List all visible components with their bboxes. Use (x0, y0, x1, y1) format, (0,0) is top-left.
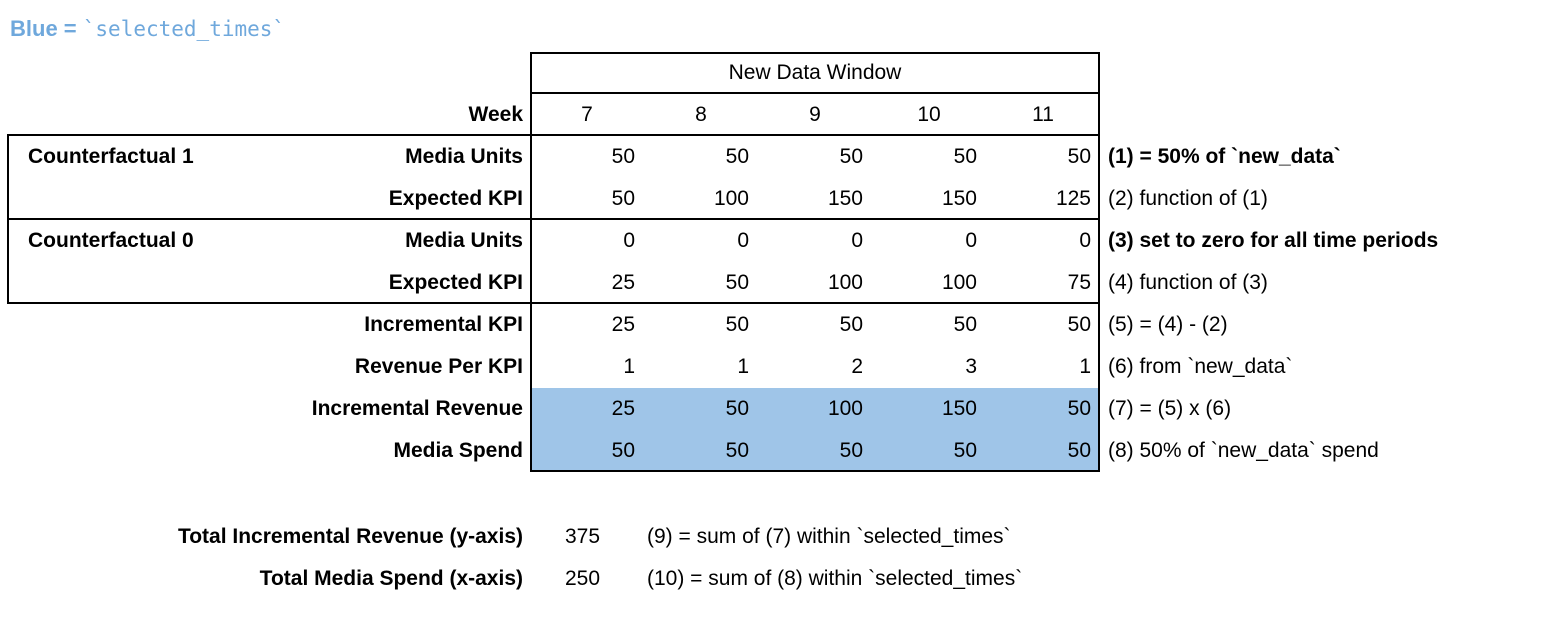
week-8: 8 (695, 103, 707, 126)
legend-selected-times-code: `selected_times` (82, 17, 286, 41)
row-label: Expected KPI (388, 187, 523, 210)
cell: 50 (953, 313, 977, 336)
total-label: Total Media Spend (x-axis) (259, 567, 523, 590)
cell: 100 (827, 271, 863, 294)
row-label: Media Units (405, 145, 523, 168)
cell: 125 (1055, 187, 1091, 210)
cell-highlighted: 25 (611, 397, 635, 420)
cell: 0 (851, 229, 863, 252)
divider-under-week-row (7, 134, 1100, 136)
cell-highlighted: 50 (1067, 397, 1091, 420)
total-annotation-10: (10) = sum of (8) within `selected_times… (647, 567, 1023, 590)
cell: 50 (611, 187, 635, 210)
row-annotation-1: (1) = 50% of `new_data` (1108, 145, 1341, 168)
divider-below-counterfactual-0 (7, 302, 1100, 304)
week-9: 9 (809, 103, 821, 126)
total-label: Total Incremental Revenue (y-axis) (177, 525, 523, 548)
cell: 0 (737, 229, 749, 252)
cell: 3 (965, 355, 977, 378)
cell: 50 (953, 145, 977, 168)
cell: 25 (611, 313, 635, 336)
cell: 50 (1067, 313, 1091, 336)
row-annotation-2: (2) function of (1) (1108, 187, 1268, 210)
table-row-cf0-media-units: Counterfactual 0 Media Units 0 0 0 0 0 (… (0, 220, 1544, 262)
cell-highlighted: 50 (1067, 439, 1091, 462)
new-data-window-header: New Data Window (728, 61, 902, 84)
row-label: Incremental KPI (364, 313, 523, 336)
legend-blue-label: Blue = (10, 16, 77, 41)
table-row-media-spend: Media Spend 50 50 50 50 50 (8) 50% of `n… (0, 430, 1544, 472)
cell: 50 (839, 313, 863, 336)
cell: 75 (1067, 271, 1091, 294)
cell: 50 (611, 145, 635, 168)
row-annotation-6: (6) from `new_data` (1108, 355, 1293, 378)
week-row: Week 7 8 9 10 11 (0, 94, 1544, 136)
cell: 1 (623, 355, 635, 378)
cell: 150 (827, 187, 863, 210)
row-annotation-3: (3) set to zero for all time periods (1108, 229, 1439, 252)
row-label: Media Spend (393, 439, 523, 462)
cell-highlighted: 150 (941, 397, 977, 420)
total-annotation-9: (9) = sum of (7) within `selected_times` (647, 525, 1011, 548)
cell-highlighted: 50 (839, 439, 863, 462)
cell-highlighted: 50 (953, 439, 977, 462)
total-media-spend-row: Total Media Spend (x-axis) 250 (10) = su… (0, 558, 1544, 600)
table-row-cf1-media-units: Counterfactual 1 Media Units 50 50 50 50… (0, 136, 1544, 178)
week-7: 7 (581, 103, 593, 126)
cell: 1 (737, 355, 749, 378)
group-label-counterfactual-1: Counterfactual 1 (28, 145, 194, 168)
total-value: 250 (565, 567, 601, 590)
cell: 50 (1067, 145, 1091, 168)
week-11: 11 (1032, 103, 1054, 126)
row-label: Incremental Revenue (311, 397, 523, 420)
cell: 50 (725, 313, 749, 336)
legend-blue-note: Blue = `selected_times` (10, 16, 285, 42)
group-label-counterfactual-0: Counterfactual 0 (28, 229, 194, 252)
table-row-incremental-revenue: Incremental Revenue 25 50 100 150 50 (7)… (0, 388, 1544, 430)
total-value: 375 (565, 525, 601, 548)
cell: 150 (941, 187, 977, 210)
cell: 50 (839, 145, 863, 168)
cell: 0 (623, 229, 635, 252)
row-annotation-5: (5) = (4) - (2) (1108, 313, 1228, 336)
cell: 100 (713, 187, 749, 210)
cell: 50 (725, 271, 749, 294)
cell: 50 (725, 145, 749, 168)
row-label: Revenue Per KPI (354, 355, 523, 378)
cell: 1 (1079, 355, 1091, 378)
cell-highlighted: 100 (827, 397, 863, 420)
cell: 0 (965, 229, 977, 252)
table-row-cf1-expected-kpi: Expected KPI 50 100 150 150 125 (2) func… (0, 178, 1544, 220)
selected-times-highlight (532, 388, 1098, 470)
cell: 0 (1079, 229, 1091, 252)
week-label: Week (468, 103, 523, 126)
divider-between-counterfactuals (7, 218, 1100, 220)
cell: 2 (851, 355, 863, 378)
cell-highlighted: 50 (725, 397, 749, 420)
cell-highlighted: 50 (725, 439, 749, 462)
table-row-revenue-per-kpi: Revenue Per KPI 1 1 2 3 1 (6) from `new_… (0, 346, 1544, 388)
cell-highlighted: 50 (611, 439, 635, 462)
counterfactual-box-left-border (7, 134, 9, 304)
row-annotation-7: (7) = (5) x (6) (1108, 397, 1232, 420)
row-label: Expected KPI (388, 271, 523, 294)
total-incremental-revenue-row: Total Incremental Revenue (y-axis) 375 (… (0, 516, 1544, 558)
row-label: Media Units (405, 229, 523, 252)
row-annotation-8: (8) 50% of `new_data` spend (1108, 439, 1379, 462)
table-row-cf0-expected-kpi: Expected KPI 25 50 100 100 75 (4) functi… (0, 262, 1544, 304)
cell: 100 (941, 271, 977, 294)
divider-under-window-header (530, 92, 1100, 94)
table-row-incremental-kpi: Incremental KPI 25 50 50 50 50 (5) = (4)… (0, 304, 1544, 346)
week-10: 10 (917, 103, 941, 126)
row-annotation-4: (4) function of (3) (1108, 271, 1268, 294)
cell: 25 (611, 271, 635, 294)
